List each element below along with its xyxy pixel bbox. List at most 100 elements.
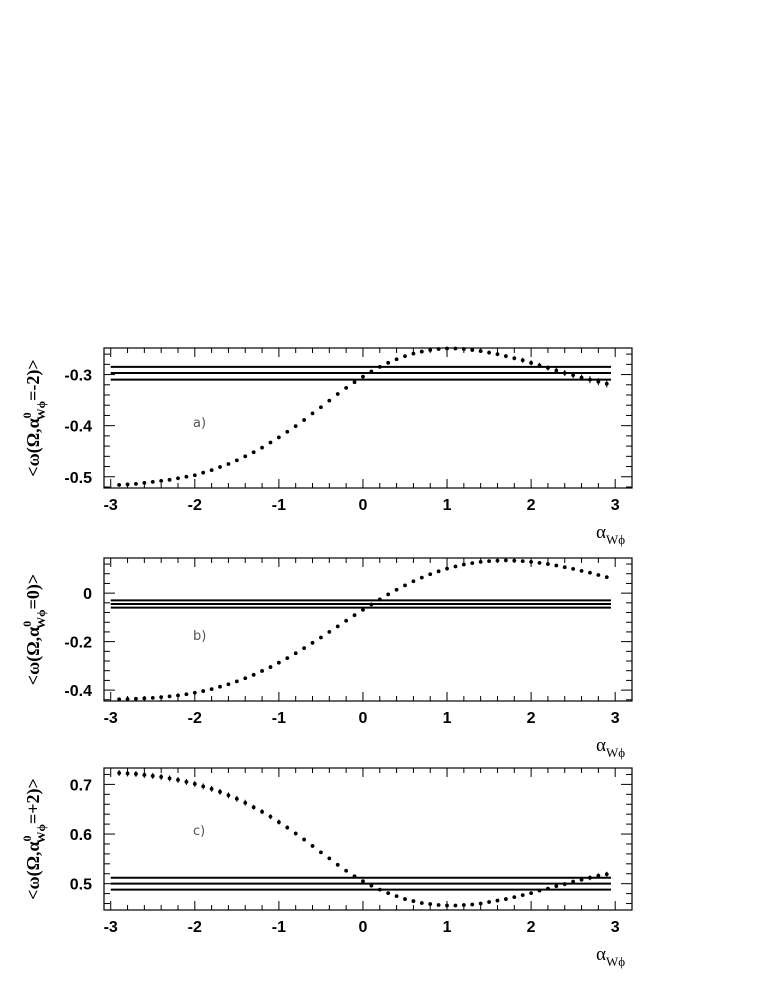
data-point (125, 482, 130, 487)
data-point (327, 856, 332, 861)
data-point (150, 774, 155, 778)
data-point (176, 778, 180, 782)
data-point (285, 656, 290, 660)
data-point (554, 563, 559, 568)
data-point (209, 786, 214, 791)
y-axis-label-pre: <ω(Ω,α (23, 418, 44, 476)
y-axis-label-sup: 0 (20, 621, 34, 627)
data-point (335, 624, 340, 629)
data-point (445, 346, 449, 351)
data-point (243, 676, 248, 681)
data-point (226, 462, 231, 466)
y-tick-label: -0.4 (64, 683, 92, 700)
data-point (428, 902, 433, 906)
data-point (554, 884, 559, 889)
data-point (596, 873, 601, 878)
data-point (167, 694, 172, 699)
data-point (403, 354, 407, 359)
y-axis-label-post: =+2)> (23, 778, 44, 824)
x-tick-label: 1 (443, 919, 452, 936)
x-tick-label: 1 (443, 710, 452, 727)
data-point (386, 592, 391, 597)
data-point (403, 583, 407, 588)
data-point (419, 575, 424, 580)
data-point (445, 903, 449, 908)
data-point (445, 566, 449, 571)
data-point (419, 349, 424, 354)
x-axis-label-main: α (596, 522, 606, 543)
data-point (361, 374, 365, 379)
data-point (487, 900, 491, 904)
y-axis-label-pre: <ω(Ω,α (23, 841, 44, 899)
data-point (403, 897, 407, 901)
data-point (260, 445, 264, 450)
data-point (234, 679, 239, 684)
data-point (150, 695, 155, 700)
data-point (218, 465, 222, 469)
y-axis-label-sub: Wϕ (34, 823, 48, 843)
data-point (319, 850, 323, 855)
data-point (117, 771, 122, 775)
data-point (520, 358, 525, 363)
plot-frame (103, 557, 633, 702)
data-point (142, 773, 147, 777)
data-point (604, 575, 609, 580)
data-point (192, 690, 197, 695)
data-point (478, 349, 483, 353)
x-tick-label: -2 (188, 919, 202, 936)
data-point (470, 561, 475, 565)
data-point (571, 567, 576, 571)
data-point (276, 435, 281, 440)
data-point (134, 482, 138, 486)
data-point (167, 776, 172, 781)
data-point (386, 891, 391, 896)
y-tick-label: 0 (83, 586, 92, 603)
data-point (537, 888, 542, 893)
data-point (562, 371, 567, 375)
data-point (478, 901, 483, 906)
data-point (234, 796, 239, 801)
y-axis-label-sup: 0 (20, 835, 34, 841)
x-tick-label: 0 (359, 710, 368, 727)
plot-frame (103, 767, 633, 911)
data-point (361, 879, 365, 884)
data-point (554, 368, 559, 373)
x-axis-label: αWϕ (596, 735, 625, 760)
data-point (495, 898, 500, 903)
data-point (150, 479, 155, 484)
data-point (134, 696, 138, 701)
y-tick-label: -0.3 (64, 368, 92, 385)
data-point (352, 874, 357, 879)
y-axis-label-post: =0)> (23, 574, 44, 610)
data-point (537, 560, 542, 565)
plot-frame (103, 347, 633, 489)
data-point (512, 895, 517, 899)
data-point (176, 693, 180, 698)
data-point (251, 805, 256, 810)
data-point (512, 558, 517, 563)
data-point (411, 351, 416, 356)
data-point (495, 352, 500, 357)
x-axis-label-sub: Wϕ (606, 954, 625, 969)
data-point (125, 697, 130, 701)
data-point (344, 618, 349, 623)
data-point (546, 886, 550, 891)
data-point (293, 831, 298, 836)
chart-panel: -3 -2 -1 0 1 2 30.50.60.7c)αWϕ<ω(Ω,α0Wϕ=+2)> (20, 767, 633, 969)
data-point (461, 347, 466, 351)
data-point (453, 564, 458, 569)
x-tick-label: -1 (272, 710, 286, 727)
y-tick-label: -0.5 (64, 470, 92, 487)
data-point (260, 809, 264, 814)
data-point (579, 877, 584, 882)
data-point (192, 473, 197, 478)
data-point (546, 562, 550, 566)
x-tick-label: 1 (443, 497, 452, 514)
data-point (184, 692, 189, 697)
data-point (251, 672, 256, 677)
data-point (428, 348, 433, 352)
data-point (302, 837, 307, 842)
y-tick-label: -0.2 (64, 635, 92, 652)
data-point (176, 476, 180, 481)
